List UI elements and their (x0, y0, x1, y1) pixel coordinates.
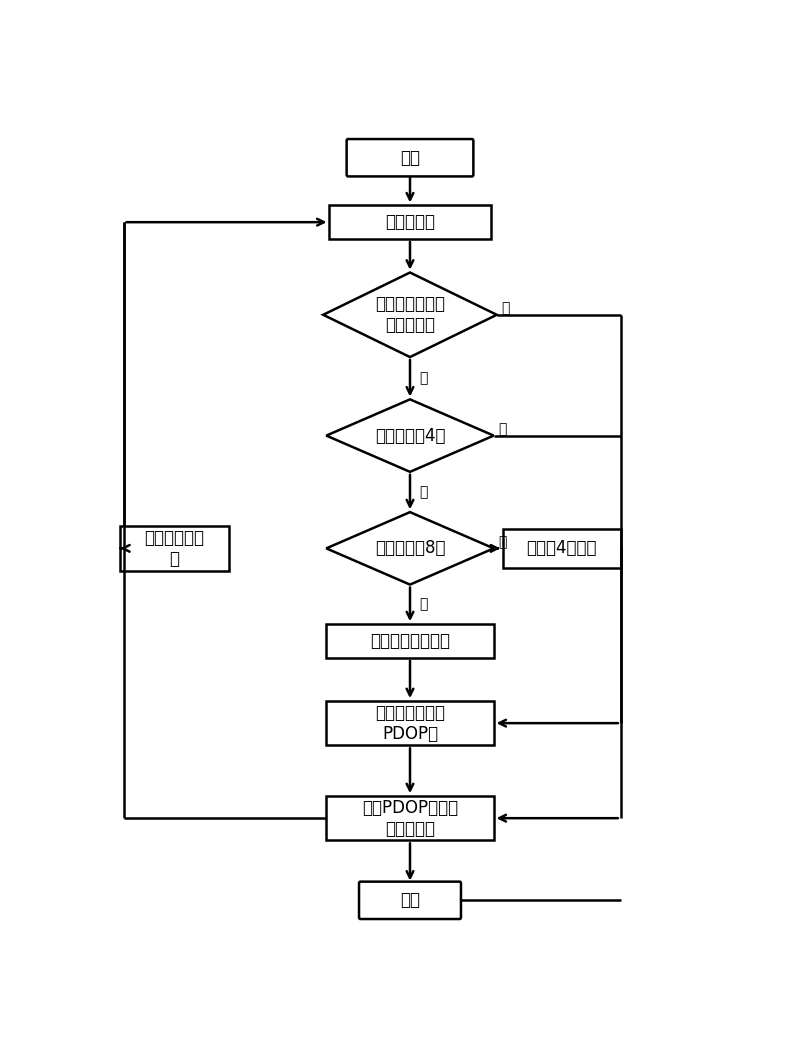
FancyBboxPatch shape (346, 139, 474, 177)
Polygon shape (326, 400, 494, 472)
Text: 当前选星组合是
否大于阀值: 当前选星组合是 否大于阀值 (375, 295, 445, 334)
Bar (503, 529, 621, 568)
Text: 是: 是 (419, 597, 428, 611)
Text: 否: 否 (498, 535, 507, 549)
Bar (326, 624, 494, 658)
Text: 按每组4颗组合: 按每组4颗组合 (526, 540, 597, 558)
Bar (326, 796, 494, 840)
Text: 自适应训练阀
值: 自适应训练阀 值 (144, 529, 204, 568)
Text: 初始化参数: 初始化参数 (385, 213, 435, 231)
Text: 是: 是 (419, 371, 428, 385)
FancyBboxPatch shape (359, 882, 461, 919)
Bar (120, 526, 229, 570)
Bar (330, 205, 490, 240)
Text: 开始: 开始 (400, 149, 420, 166)
Text: 否: 否 (502, 301, 510, 315)
Text: 否: 否 (498, 423, 507, 436)
Text: 是: 是 (419, 485, 428, 499)
Text: 获得PDOP值最小
的卧星组合: 获得PDOP值最小 的卧星组合 (362, 799, 458, 838)
Polygon shape (323, 273, 497, 357)
Text: 卧星数大于4颗: 卧星数大于4颗 (374, 427, 446, 445)
Text: 分时计算每组的
PDOP值: 分时计算每组的 PDOP值 (375, 704, 445, 743)
Polygon shape (326, 513, 494, 585)
Bar (326, 701, 494, 746)
Text: 按方位角分布分组: 按方位角分布分组 (370, 632, 450, 650)
Text: 结束: 结束 (400, 891, 420, 909)
Text: 卧星数大于8颗: 卧星数大于8颗 (374, 540, 446, 558)
